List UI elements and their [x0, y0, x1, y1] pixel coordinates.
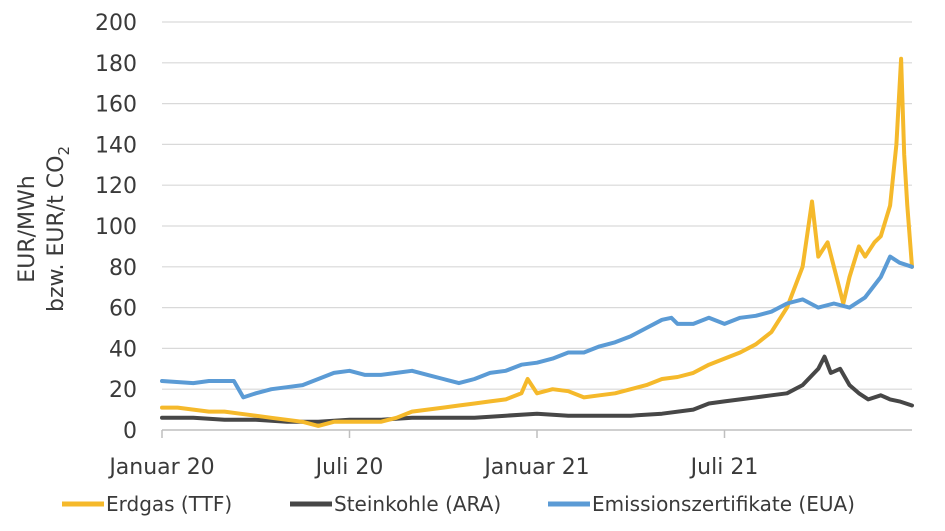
y-tick-label: 200 [95, 11, 137, 36]
y-axis-title-subscript: 2 [55, 146, 73, 156]
line-chart: 0 20 40 60 80 100 120 140 160 180 200 Januar 20 Jul… [0, 0, 945, 531]
data-series [162, 59, 912, 426]
x-tick-label: Januar 21 [482, 455, 589, 480]
y-axis-title-line2: bzw. EUR/t CO2 [44, 146, 73, 312]
legend: Erdgas (TTF) Steinkohle (ARA) Emissionszer… [62, 492, 855, 516]
legend-label: Erdgas (TTF) [106, 492, 232, 516]
y-tick-label: 160 [95, 93, 137, 118]
x-tick-label: Januar 20 [107, 455, 214, 480]
y-axis-ticks: 0 20 40 60 80 100 120 140 160 180 200 [95, 11, 137, 444]
y-tick-label: 80 [109, 256, 137, 281]
y-tick-label: 140 [95, 133, 137, 158]
y-tick-label: 100 [95, 215, 137, 240]
y-tick-label: 40 [109, 337, 137, 362]
x-axis: Januar 20 Juli 20 Januar 21 Juli 21 [107, 430, 912, 480]
y-tick-label: 180 [95, 52, 137, 77]
x-tick-label: Juli 20 [314, 455, 384, 480]
y-tick-label: 60 [109, 297, 137, 322]
series-line-erdgas-ttf [162, 59, 912, 426]
y-tick-label: 0 [123, 419, 137, 444]
x-tick-label: Juli 21 [689, 455, 759, 480]
y-axis-title-line1: EUR/MWh [15, 175, 40, 282]
y-tick-label: 120 [95, 174, 137, 199]
y-axis-title-main: bzw. EUR/t CO [44, 156, 69, 312]
y-tick-label: 20 [109, 378, 137, 403]
legend-label: Emissionszertifikate (EUA) [592, 492, 855, 516]
legend-label: Steinkohle (ARA) [334, 492, 501, 516]
gridlines [162, 22, 912, 389]
